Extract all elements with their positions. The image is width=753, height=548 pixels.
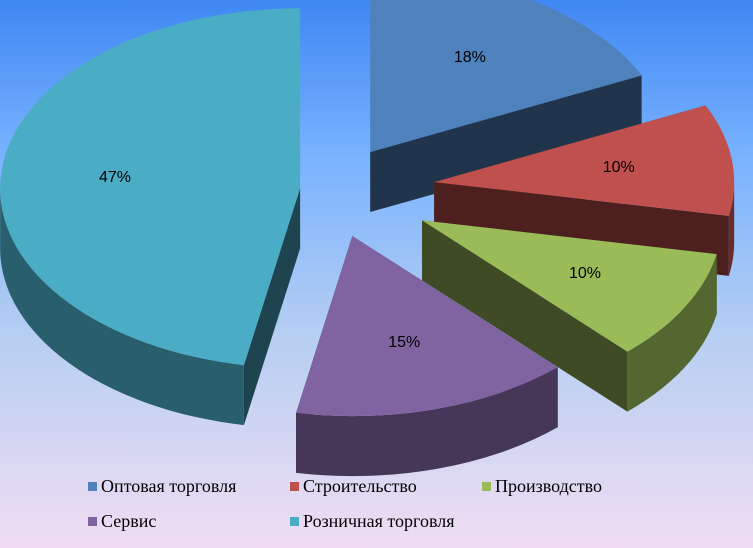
data-label-construction: 10% (602, 159, 635, 177)
legend-item-wholesale: Оптовая торговля (88, 476, 236, 497)
pie-slice-service (296, 236, 558, 477)
pie-top-service (296, 236, 558, 417)
pie-side-wholesale (370, 75, 642, 213)
pie-slice-retail (0, 8, 301, 426)
pie-top-production (422, 220, 717, 352)
legend-label-wholesale: Оптовая торговля (101, 476, 237, 496)
legend-swatch-construction (290, 482, 299, 491)
legend-label-construction: Строительство (303, 476, 417, 496)
legend-item-production: Производство (482, 476, 602, 497)
pie-top-wholesale (370, 0, 642, 153)
legend-item-retail: Розничная торговля (290, 511, 454, 532)
data-label-wholesale: 18% (453, 48, 486, 66)
pie-slice-production (422, 220, 717, 412)
legend-swatch-wholesale (88, 482, 97, 491)
pie-top-construction (434, 105, 735, 216)
legend-label-retail: Розничная торговля (303, 511, 455, 531)
pie-edge-service (296, 367, 558, 477)
legend: Оптовая торговля Строительство Производс… (84, 472, 684, 542)
pie-edge-production (627, 254, 717, 412)
pie-top-retail (0, 8, 301, 366)
data-label-retail: 47% (98, 168, 131, 186)
pie-side-retail (243, 188, 301, 426)
legend-swatch-retail (290, 517, 299, 526)
legend-label-production: Производство (495, 476, 602, 496)
data-label-service: 15% (388, 334, 421, 352)
data-label-production: 10% (568, 265, 602, 283)
pie-edge-retail (0, 188, 244, 426)
pie-side-production (422, 220, 628, 412)
legend-label-service: Сервис (101, 511, 157, 531)
pie-slice-wholesale (370, 0, 642, 213)
pie-edge-construction (728, 182, 735, 276)
legend-item-construction: Строительство (290, 476, 417, 497)
legend-swatch-production (482, 482, 491, 491)
legend-swatch-service (88, 517, 97, 526)
legend-item-service: Сервис (88, 511, 156, 532)
